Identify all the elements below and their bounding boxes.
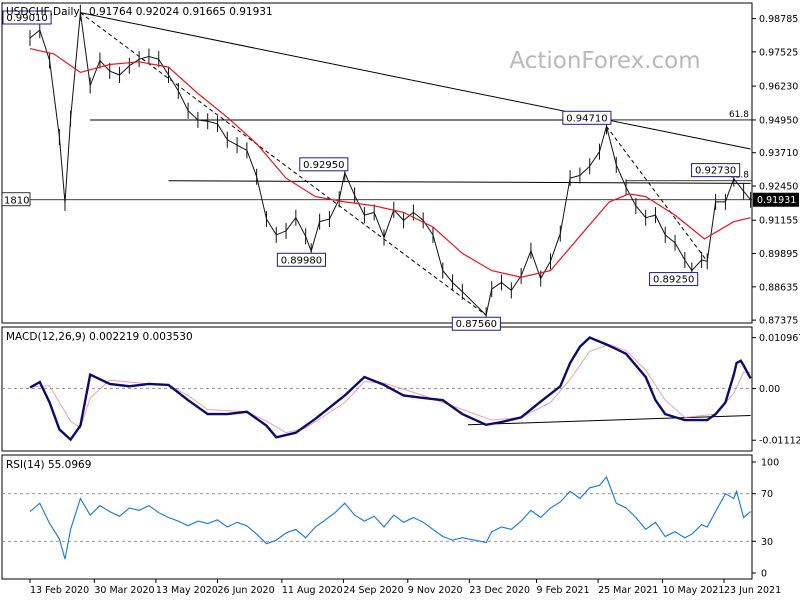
trendline (168, 180, 751, 184)
macd-axis: 0.010967 0.00 -0.011127 (752, 333, 800, 447)
macd-trendline (467, 415, 751, 426)
x-axis: 13 Feb 2020 30 Mar 2020 13 May 2020 26 Jun … (29, 579, 781, 596)
price-label: 0.89980 (276, 252, 326, 267)
price-label-box (451, 316, 501, 331)
price-tick-label: 0.98785 (759, 14, 798, 25)
price-label-text: 0.94710 (566, 113, 607, 124)
rsi-series-layer (29, 475, 751, 560)
trendline (80, 12, 751, 150)
price-label-text: 0.92950 (303, 160, 344, 171)
macd-tick-label: 0.00 (759, 384, 780, 395)
price-tick-label: 0.97525 (759, 47, 798, 58)
macd-title: MACD(12,26,9) 0.002219 0.003530 (6, 331, 193, 343)
macd-guides (2, 388, 752, 426)
price-label: 0.94710 (562, 110, 612, 125)
price-label-box (2, 10, 52, 25)
price-tick-label: 0.93710 (759, 148, 798, 159)
price-label-box (276, 252, 326, 267)
x-tick-label: 25 Mar 2021 (598, 585, 658, 596)
macd-line (29, 336, 752, 442)
price-tick-label: 0.92450 (759, 182, 798, 193)
rsi-tick-label: 0 (761, 569, 767, 580)
price-label-text: 0.89980 (281, 255, 322, 266)
price-label-text: 0.89250 (653, 275, 694, 286)
dashed-trendline (606, 125, 708, 262)
price-series-layer (29, 4, 752, 324)
current-price-label: 0.91931 (757, 195, 796, 206)
x-tick-label: 9 Nov 2020 (408, 585, 463, 596)
price-tick-label: 0.91155 (759, 216, 798, 227)
symbol-label: USDCHF,Daily (6, 6, 80, 18)
left-price-marker: 1810 (1, 192, 31, 207)
price-label: 0.87560 (451, 316, 501, 331)
price-axis: 0.98785 0.97525 0.96230 0.94950 0.93710 0.924… (752, 14, 799, 327)
price-label: 0.92730 (691, 163, 741, 178)
rsi-tick-label: 30 (761, 537, 773, 548)
price-tick-label: 0.89895 (759, 249, 798, 260)
x-tick-label: 24 Sep 2020 (343, 585, 403, 596)
price-label-text: 0.87560 (456, 319, 497, 330)
price-labels: 0.99010 0.92950 0.89980 0.87560 0.94710 0.927… (1, 10, 741, 331)
x-tick-label: 23 Dec 2020 (469, 585, 530, 596)
left-price-marker-box (1, 192, 31, 207)
current-price-box (753, 192, 799, 207)
price-tick-label: 0.96230 (759, 82, 798, 93)
x-tick-label: 13 Feb 2020 (30, 585, 89, 596)
rsi-line (29, 475, 751, 560)
rsi-axis: 100 70 30 0 (752, 458, 779, 580)
price-tick-label: 0.94950 (759, 115, 798, 126)
x-tick-label: 11 Aug 2020 (282, 585, 343, 596)
macd-tick-label: 0.010967 (759, 333, 800, 344)
price-label-box (649, 272, 699, 287)
left-price-marker-text: 1810 (4, 195, 29, 206)
rsi-tick-label: 70 (761, 489, 773, 500)
x-tick-label: 10 May 2021 (662, 585, 724, 596)
moving-average-line (29, 48, 751, 278)
price-tick-label: 0.87375 (759, 316, 798, 327)
price-label-box (691, 163, 741, 178)
x-tick-label: 23 Jun 2021 (724, 585, 781, 596)
price-header: USDCHF,Daily 0.91764 0.92024 0.91665 0.9… (6, 6, 273, 18)
rsi-tick-label: 100 (761, 458, 779, 469)
rsi-guides (2, 493, 752, 542)
x-tick-label: 26 Jun 2020 (217, 585, 274, 596)
price-label-box (562, 110, 612, 125)
rsi-title: RSI(14) 55.0969 (6, 459, 91, 471)
rsi-panel-frame (1, 454, 753, 580)
ohlc-values: 0.91764 0.92024 0.91665 0.91931 (89, 6, 273, 18)
price-label-text: 0.99010 (6, 13, 47, 24)
price-label: 0.89250 (649, 272, 699, 287)
fib-level-label: 61.8 (729, 110, 749, 120)
price-tick-label: 0.88635 (759, 282, 798, 293)
macd-signal-line (29, 343, 751, 434)
x-tick-label: 30 Mar 2020 (94, 585, 154, 596)
price-label: 0.99010 (2, 10, 52, 25)
price-line (29, 12, 751, 317)
price-label-box (299, 157, 349, 172)
price-panel-frame (1, 2, 753, 324)
x-tick-label: 9 Feb 2021 (537, 585, 590, 596)
macd-tick-label: -0.011127 (759, 436, 800, 447)
macd-series-layer (29, 336, 752, 442)
price-label: 0.92950 (299, 157, 349, 172)
x-tick-label: 13 May 2020 (156, 585, 218, 596)
watermark: ActionForex.com (509, 48, 700, 74)
price-label-text: 0.92730 (695, 166, 736, 177)
